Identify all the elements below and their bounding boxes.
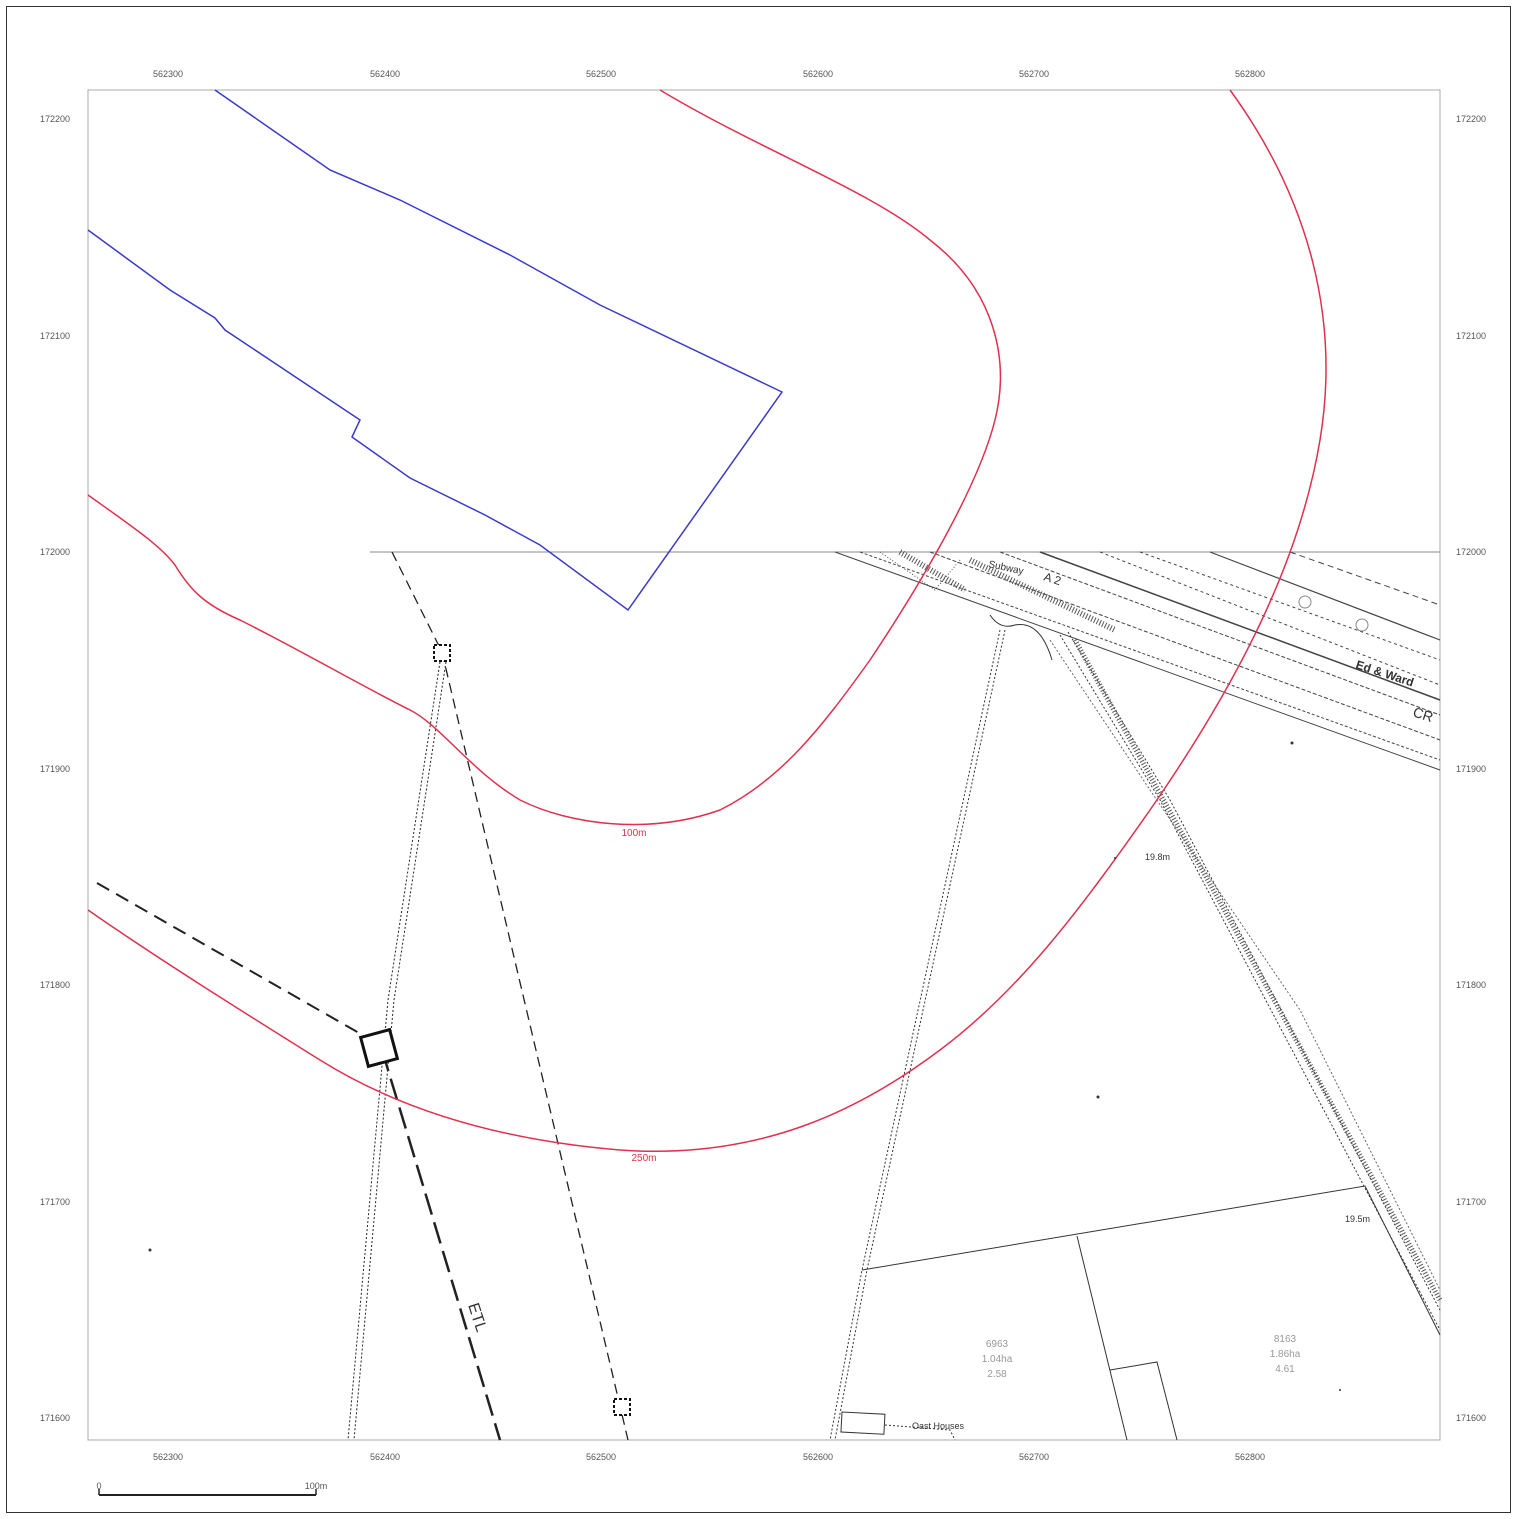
track <box>829 614 1443 1441</box>
subway-label: Subway <box>987 559 1024 577</box>
parcel-1-labels: 6963 1.04ha 2.58 <box>982 1339 1013 1380</box>
spot-height-label: 19.5m <box>1345 1214 1370 1224</box>
field-boundaries <box>840 1185 1441 1441</box>
site-boundary[interactable] <box>87 89 784 612</box>
easting-label: 562600 <box>803 1452 833 1462</box>
pylon-icon <box>358 1027 400 1069</box>
parcel-area-ha: 1.86ha <box>1270 1349 1301 1360</box>
map-dots <box>148 741 1341 1391</box>
easting-label: 562700 <box>1019 69 1049 79</box>
scale-bar-start-label: 0 <box>96 1481 101 1491</box>
easting-label: 562800 <box>1235 69 1265 79</box>
parcel-2-labels: 8163 1.86ha 4.61 <box>1270 1334 1301 1375</box>
scale-bar-end-label: 100m <box>305 1481 328 1491</box>
etl-lines <box>96 551 629 1441</box>
easting-label: 562500 <box>586 69 616 79</box>
northing-label: 171800 <box>40 980 70 990</box>
etl-label: ETL <box>464 1301 489 1334</box>
buffer-100m-label: 100m <box>621 828 646 839</box>
northing-label: 171600 <box>1456 1413 1486 1423</box>
bottom-easting-labels: 562300 562400 562500 562600 562700 56280… <box>153 1452 1265 1462</box>
buffer-250m[interactable] <box>87 89 1327 1152</box>
easting-label: 562400 <box>370 1452 400 1462</box>
map-frame <box>87 89 1441 1441</box>
parcel-id: 8163 <box>1274 1334 1297 1345</box>
parcel-area-ac: 4.61 <box>1275 1364 1295 1375</box>
easting-label: 562600 <box>803 69 833 79</box>
northing-label: 172000 <box>1456 547 1486 557</box>
northing-label: 171900 <box>1456 764 1486 774</box>
northing-label: 172100 <box>1456 331 1486 341</box>
northing-label: 172200 <box>40 114 70 124</box>
ward-boundary-label: Ed & Ward <box>1354 658 1416 690</box>
scale-bar: 0 100m <box>96 1481 328 1496</box>
easting-label: 562700 <box>1019 1452 1049 1462</box>
pylon-icon <box>433 644 451 662</box>
parcel-area-ac: 2.58 <box>987 1369 1007 1380</box>
northing-label: 171800 <box>1456 980 1486 990</box>
northing-label: 172200 <box>1456 114 1486 124</box>
road-label: A 2 <box>1042 570 1063 589</box>
northing-label: 171900 <box>40 764 70 774</box>
easting-label: 562300 <box>153 69 183 79</box>
a2-road <box>834 549 1441 771</box>
northing-label: 171600 <box>40 1413 70 1423</box>
easting-label: 562500 <box>586 1452 616 1462</box>
pylon-icons <box>358 644 631 1416</box>
northing-label: 171700 <box>1456 1197 1486 1207</box>
right-northing-labels: 172200 172100 172000 171900 171800 17170… <box>1456 114 1486 1423</box>
left-northing-labels: 172200 172100 172000 171900 171800 17170… <box>40 114 70 1423</box>
northing-label: 171700 <box>40 1197 70 1207</box>
page-frame <box>6 6 1511 1513</box>
easting-label: 562400 <box>370 69 400 79</box>
parcel-area-ha: 1.04ha <box>982 1354 1013 1365</box>
northing-label: 172100 <box>40 331 70 341</box>
easting-label: 562800 <box>1235 1452 1265 1462</box>
pylon-icon <box>613 1398 631 1416</box>
oast-houses-label: Oast Houses <box>912 1421 965 1431</box>
parcel-id: 6963 <box>986 1339 1009 1350</box>
spot-height-label: 19.8m <box>1145 852 1170 862</box>
cr-label: CR <box>1411 704 1435 725</box>
top-easting-labels: 562300 562400 562500 562600 562700 56280… <box>153 69 1265 79</box>
buffer-250m-label: 250m <box>631 1153 656 1164</box>
easting-label: 562300 <box>153 1452 183 1462</box>
buffer-100m[interactable] <box>87 89 1001 826</box>
northing-label: 172000 <box>40 547 70 557</box>
